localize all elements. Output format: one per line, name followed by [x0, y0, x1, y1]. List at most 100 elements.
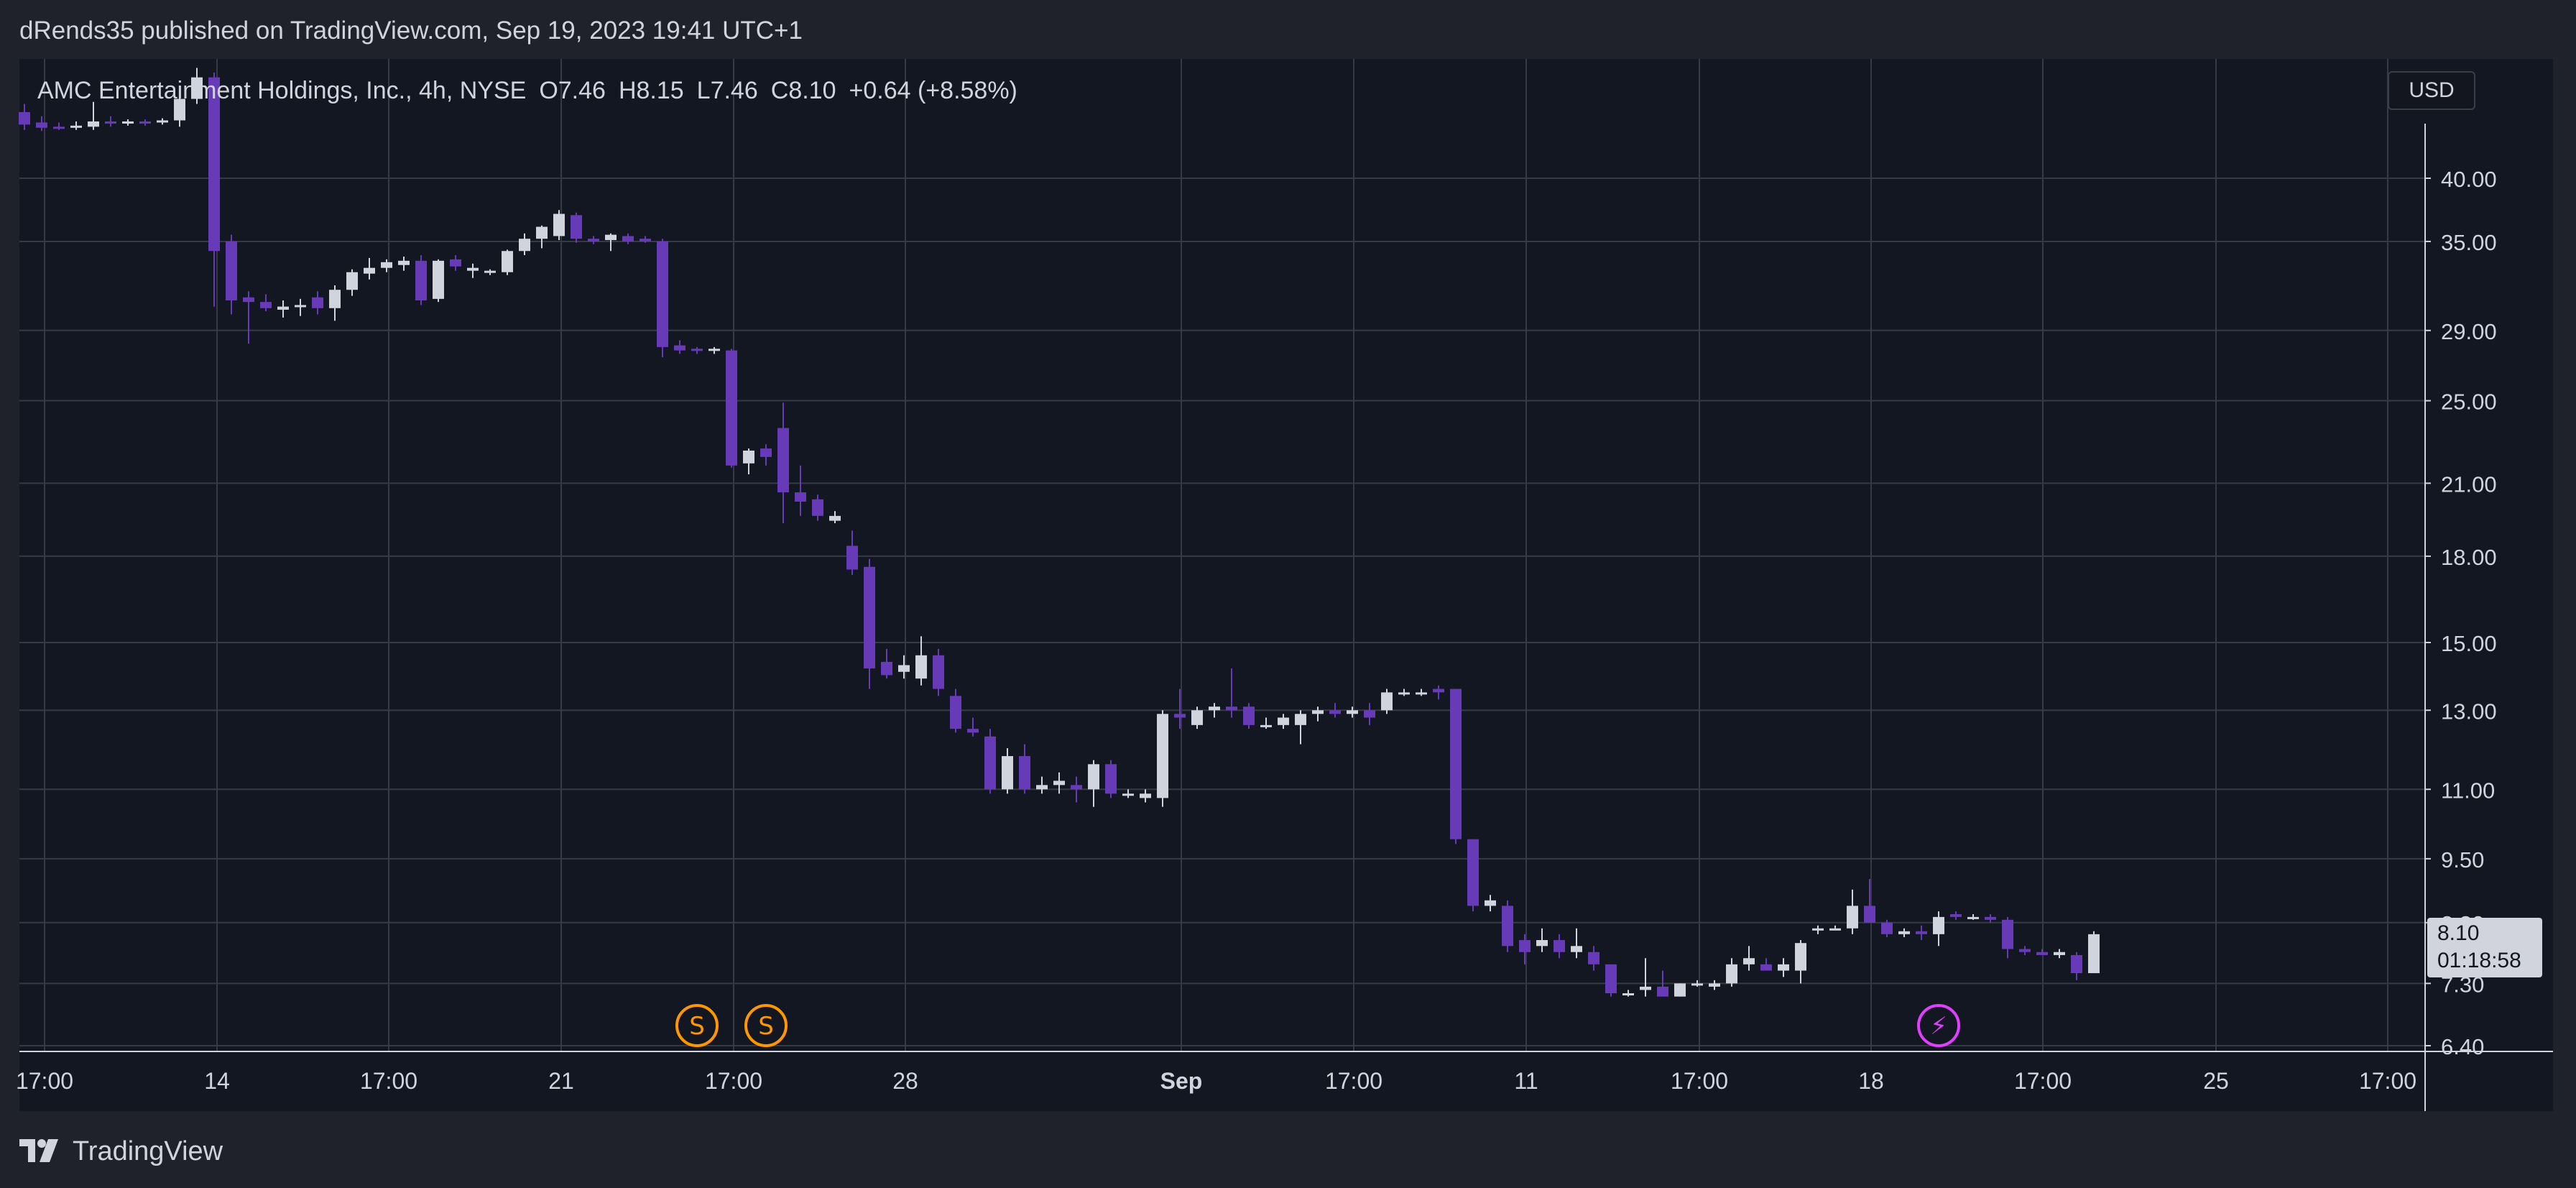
currency-button[interactable]: USD [2388, 71, 2475, 110]
candle-down[interactable] [1105, 760, 1117, 798]
candle-down[interactable] [1502, 900, 1513, 952]
candle-up[interactable] [157, 118, 168, 125]
candle-down[interactable] [105, 116, 116, 127]
candle-down[interactable] [777, 402, 789, 523]
candle-down[interactable] [640, 236, 651, 243]
candle-up[interactable] [364, 257, 375, 280]
candle-up[interactable] [553, 210, 565, 241]
candle-up[interactable] [467, 263, 479, 278]
candle-up[interactable] [1847, 889, 1858, 934]
candle-down[interactable] [1243, 703, 1255, 729]
candle-down[interactable] [967, 717, 979, 737]
candle-up[interactable] [1795, 940, 1806, 984]
candle-down[interactable] [1950, 911, 1962, 920]
candle-up[interactable] [1140, 789, 1151, 803]
candle-up[interactable] [484, 269, 496, 275]
candle-down[interactable] [53, 122, 65, 130]
brand-logo[interactable]: TradingView [19, 1130, 223, 1173]
candle-up[interactable] [1829, 925, 1841, 931]
candle-down[interactable] [1760, 958, 1772, 971]
candle-up[interactable] [2054, 949, 2065, 959]
candle-down[interactable] [881, 648, 892, 679]
candle-down[interactable] [1588, 946, 1599, 971]
candle-up[interactable] [191, 68, 203, 104]
candle-up[interactable] [1347, 706, 1358, 718]
candle-down[interactable] [2036, 949, 2048, 955]
candle-up[interactable] [2088, 931, 2100, 974]
candle-down[interactable] [1019, 744, 1030, 794]
candle-up[interactable] [88, 101, 99, 130]
candle-up[interactable] [295, 298, 306, 316]
candle-down[interactable] [1864, 879, 1875, 923]
candle-down[interactable] [657, 239, 668, 358]
candle-up[interactable] [398, 256, 410, 271]
candle-down[interactable] [36, 116, 47, 132]
candle-up[interactable] [1381, 689, 1393, 714]
candle-down[interactable] [691, 346, 703, 354]
candle-up[interactable] [1002, 747, 1013, 794]
candle-up[interactable] [1812, 925, 1824, 934]
candle-up[interactable] [174, 96, 185, 127]
candle-up[interactable] [1898, 928, 1910, 937]
candle-up[interactable] [898, 655, 910, 679]
candle-up[interactable] [1726, 958, 1737, 987]
candle-down[interactable] [243, 291, 254, 344]
candle-up[interactable] [346, 269, 358, 296]
candle-up[interactable] [1709, 980, 1720, 990]
candle-down[interactable] [1916, 925, 1927, 941]
candle-up[interactable] [743, 448, 754, 474]
candle-down[interactable] [1433, 685, 1444, 700]
candle-down[interactable] [933, 648, 944, 696]
candle-down[interactable] [1605, 964, 1617, 997]
candle-up[interactable] [1036, 776, 1048, 794]
candle-down[interactable] [1226, 668, 1237, 718]
candle-down[interactable] [139, 119, 151, 126]
candle-down[interactable] [726, 349, 737, 468]
candle-up[interactable] [1967, 913, 1979, 920]
candle-down[interactable] [588, 236, 599, 244]
candle-up[interactable] [1260, 717, 1272, 729]
candle-up[interactable] [1622, 990, 1634, 997]
candle-up[interactable] [1157, 710, 1168, 807]
candle-up[interactable] [708, 346, 720, 354]
candle-down[interactable] [260, 294, 272, 312]
split-marker-icon[interactable]: S [744, 1004, 788, 1047]
candle-up[interactable] [1674, 983, 1686, 997]
candle-up[interactable] [381, 259, 392, 272]
candle-down[interactable] [622, 233, 634, 244]
event-marker-icon[interactable]: ⚡ [1917, 1004, 1960, 1047]
candle-down[interactable] [1450, 689, 1462, 844]
candle-down[interactable] [1519, 934, 1531, 964]
candle-up[interactable] [1088, 760, 1099, 807]
candle-down[interactable] [1364, 703, 1375, 725]
candle-down[interactable] [208, 73, 220, 307]
candle-down[interactable] [19, 103, 30, 130]
candle-up[interactable] [1312, 706, 1324, 722]
candle-up[interactable] [1743, 946, 1755, 971]
candle-down[interactable] [571, 212, 582, 243]
candle-down[interactable] [1657, 970, 1668, 997]
candle-down[interactable] [226, 234, 237, 315]
candle-up[interactable] [433, 259, 444, 303]
candle-down[interactable] [1554, 934, 1565, 959]
candle-up[interactable] [1416, 689, 1427, 696]
candle-up[interactable] [1122, 789, 1134, 798]
candle-down[interactable] [846, 530, 858, 576]
candle-up[interactable] [1536, 928, 1548, 952]
candle-up[interactable] [1398, 689, 1410, 696]
candle-up[interactable] [1295, 710, 1306, 745]
candle-up[interactable] [1278, 714, 1289, 729]
candle-up[interactable] [277, 300, 289, 318]
candle-down[interactable] [1329, 703, 1341, 718]
candle-up[interactable] [1191, 706, 1203, 729]
candle-down[interactable] [1071, 776, 1082, 803]
candle-up[interactable] [519, 233, 530, 256]
candles[interactable] [19, 68, 2100, 997]
candle-up[interactable] [1640, 958, 1651, 997]
candle-up[interactable] [1778, 958, 1789, 977]
candle-down[interactable] [674, 340, 685, 354]
candle-down[interactable] [312, 291, 323, 315]
candle-down[interactable] [1467, 839, 1479, 912]
candle-down[interactable] [1881, 919, 1893, 937]
